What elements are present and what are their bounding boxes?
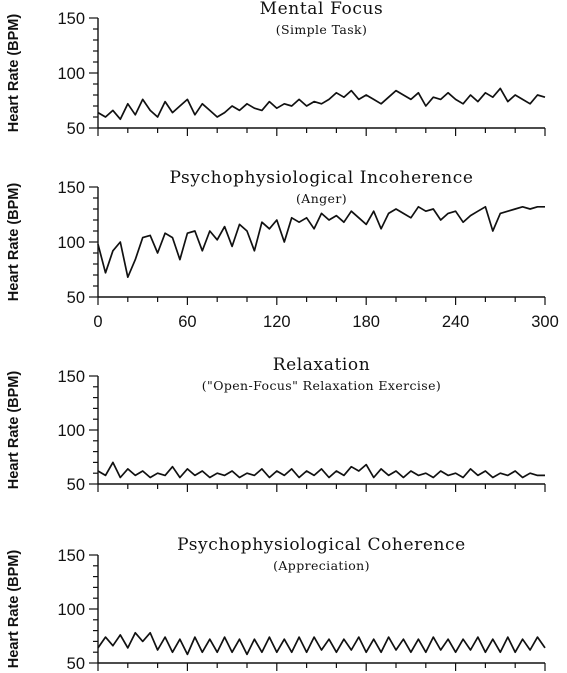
x-tick-label: 60	[178, 313, 196, 331]
chart-panel-3: Relaxation ("Open-Focus" Relaxation Exerc…	[6, 355, 546, 494]
chart-panel-2: Psychophysiological Incoherence (Anger) He…	[6, 168, 559, 331]
y-tick-label: 150	[57, 179, 85, 197]
chart-panel-1: Mental Focus (Simple Task) Heart Rate (BPM…	[6, 0, 546, 138]
x-tick-label: 240	[442, 313, 470, 331]
y-tick-label: 50	[67, 120, 85, 138]
x-tick-label: 180	[352, 313, 380, 331]
heart-rate-series-line	[97, 461, 545, 479]
chart-title: Psychophysiological Coherence	[177, 535, 466, 555]
x-tick-label: 0	[93, 313, 102, 331]
y-tick-label: 100	[57, 422, 85, 440]
chart-subtitle: (Anger)	[296, 191, 347, 206]
y-tick-label: 50	[67, 289, 85, 307]
chart-panel-4: Psychophysiological Coherence (Appreciati…	[6, 535, 546, 673]
heart-rate-series-line	[97, 87, 546, 121]
y-axis-label: Heart Rate (BPM)	[6, 14, 22, 133]
y-tick-label: 150	[57, 10, 85, 28]
chart-subtitle: ("Open-Focus" Relaxation Exercise)	[202, 378, 441, 393]
x-tick-label: 120	[263, 313, 291, 331]
chart-subtitle: (Appreciation)	[273, 558, 370, 573]
chart-title: Mental Focus	[260, 0, 384, 19]
heart-rate-series-line	[97, 205, 545, 279]
chart-title: Relaxation	[273, 355, 371, 375]
y-axis-label: Heart Rate (BPM)	[6, 371, 22, 490]
y-tick-label: 150	[57, 547, 85, 565]
y-axis-label: Heart Rate (BPM)	[6, 183, 22, 302]
chart-subtitle: (Simple Task)	[276, 22, 368, 37]
y-tick-label: 50	[67, 655, 85, 673]
y-tick-label: 100	[57, 601, 85, 619]
heart-rate-series-line	[97, 631, 546, 656]
chart-title: Psychophysiological Incoherence	[169, 168, 473, 188]
y-tick-label: 100	[57, 65, 85, 83]
y-tick-label: 150	[57, 368, 85, 386]
y-tick-label: 100	[57, 234, 85, 252]
y-axis-label: Heart Rate (BPM)	[6, 550, 22, 669]
y-tick-label: 50	[67, 476, 85, 494]
x-tick-label: 300	[531, 313, 559, 331]
